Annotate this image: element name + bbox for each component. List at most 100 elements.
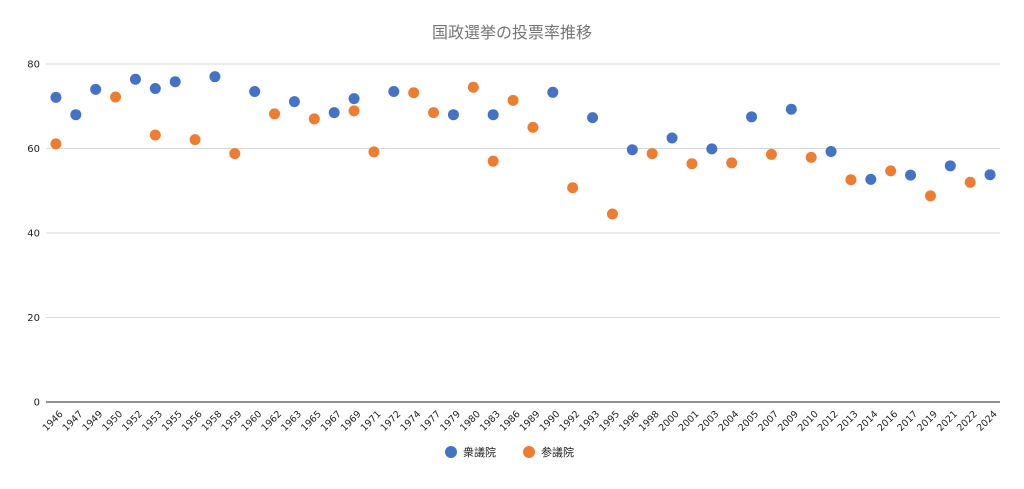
x-tick-label: 1983 (478, 409, 503, 434)
y-tick-label: 60 (27, 144, 40, 155)
data-point (666, 132, 678, 144)
x-tick-label: 2001 (677, 409, 702, 434)
y-tick-label: 20 (27, 313, 40, 324)
x-tick-label: 1971 (359, 409, 384, 434)
x-tick-label: 1963 (279, 409, 304, 434)
x-tick-label: 1955 (160, 409, 185, 434)
data-point (964, 176, 976, 188)
data-point (905, 169, 917, 181)
data-point (706, 143, 718, 155)
x-tick-label: 1949 (80, 409, 105, 434)
data-point (686, 158, 698, 170)
data-point (845, 174, 857, 186)
legend-marker (445, 446, 457, 458)
data-point (944, 160, 956, 172)
x-tick-label: 1979 (438, 409, 463, 434)
x-tick-label: 1986 (498, 409, 523, 434)
x-tick-label: 2000 (657, 409, 682, 434)
data-point (90, 83, 102, 95)
data-point (765, 148, 777, 160)
data-point (587, 112, 599, 124)
x-tick-label: 1980 (458, 409, 483, 434)
data-points (50, 71, 996, 220)
y-axis-ticks: 0 20 40 60 80 (27, 60, 40, 409)
x-tick-label: 2012 (816, 409, 841, 434)
data-point (50, 91, 62, 103)
x-tick-label: 2021 (935, 409, 960, 434)
x-tick-label: 2009 (776, 409, 801, 434)
data-point (487, 155, 499, 167)
data-point (507, 94, 519, 106)
data-point (805, 151, 817, 163)
x-tick-label: 1960 (239, 409, 264, 434)
data-point (606, 208, 618, 220)
data-point (110, 91, 122, 103)
data-point (209, 71, 221, 83)
data-point (447, 109, 459, 121)
data-point (388, 85, 400, 97)
x-tick-label: 2007 (756, 409, 781, 434)
data-point (368, 146, 380, 158)
x-tick-label: 1956 (180, 409, 205, 434)
x-tick-label: 1977 (418, 409, 443, 434)
x-tick-label: 1947 (61, 409, 86, 434)
x-tick-label: 1953 (140, 409, 165, 434)
x-tick-label: 1993 (577, 409, 602, 434)
x-tick-label: 1967 (319, 409, 344, 434)
data-point (984, 169, 996, 181)
data-point (308, 113, 320, 125)
data-point (70, 109, 82, 121)
x-tick-label: 1969 (339, 409, 364, 434)
data-point (269, 108, 281, 120)
x-tick-label: 1989 (518, 409, 543, 434)
data-point (547, 86, 559, 98)
legend-label: 衆議院 (463, 445, 496, 459)
data-point (924, 190, 936, 202)
x-tick-label: 1990 (538, 409, 563, 434)
data-point (746, 111, 758, 123)
data-point (726, 157, 738, 169)
data-point (348, 105, 360, 117)
data-point (149, 83, 161, 95)
series-1 (50, 71, 996, 185)
data-point (885, 165, 897, 177)
data-point (50, 138, 62, 150)
x-tick-label: 2004 (716, 409, 741, 434)
x-tick-label: 1972 (379, 409, 404, 434)
chart-title: 国政選挙の投票率推移 (432, 23, 592, 42)
data-point (189, 134, 201, 146)
x-tick-label: 2017 (895, 409, 920, 434)
x-tick-label: 2010 (796, 409, 821, 434)
data-point (467, 81, 479, 93)
data-point (249, 85, 261, 97)
y-tick-label: 0 (34, 398, 40, 409)
data-point (348, 93, 360, 105)
grid-lines (46, 63, 1000, 403)
x-tick-label: 1992 (557, 409, 582, 434)
data-point (825, 145, 837, 157)
x-tick-label: 2005 (736, 409, 761, 434)
data-point (626, 144, 638, 156)
y-tick-label: 80 (27, 60, 40, 71)
data-point (288, 96, 300, 108)
legend-marker (523, 446, 535, 458)
x-tick-label: 1974 (398, 409, 423, 434)
x-axis-ticks: 1946194719491950195219531955195619581959… (41, 409, 1000, 434)
x-tick-label: 2016 (875, 409, 900, 434)
x-tick-label: 1962 (259, 409, 284, 434)
data-point (229, 148, 241, 160)
data-point (567, 182, 579, 194)
x-tick-label: 2024 (975, 409, 1000, 434)
x-tick-label: 1959 (220, 409, 245, 434)
series-2 (50, 81, 976, 220)
x-tick-label: 1958 (200, 409, 225, 434)
data-point (149, 129, 161, 141)
x-tick-label: 2003 (697, 409, 722, 434)
x-tick-label: 1952 (120, 409, 145, 434)
x-tick-label: 2014 (856, 409, 881, 434)
data-point (527, 121, 539, 133)
data-point (785, 103, 797, 115)
legend-label: 参議院 (541, 445, 574, 459)
